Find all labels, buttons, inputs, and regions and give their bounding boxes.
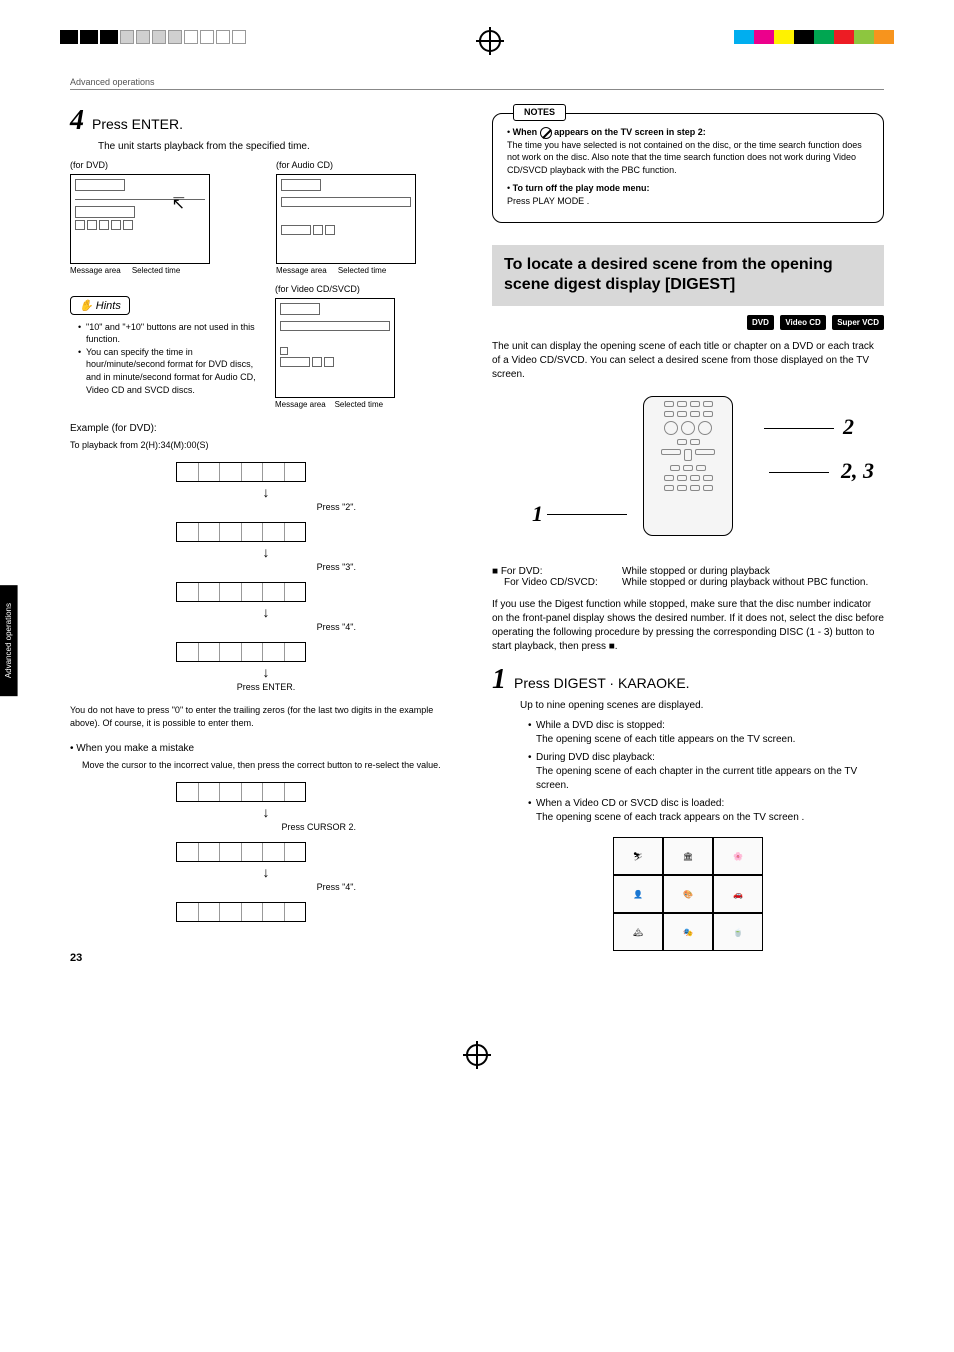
step-title-1: Press DIGEST · KARAOKE. (514, 675, 690, 691)
note-body: Press PLAY MODE . (507, 196, 589, 206)
right-column: NOTES • When appears on the TV screen in… (492, 105, 884, 964)
note-bold: When appears on the TV screen in step 2: (513, 127, 706, 137)
notes-box: NOTES • When appears on the TV screen in… (492, 113, 884, 223)
registration-target-icon (479, 30, 501, 52)
side-tab: Advanced operations (0, 585, 18, 696)
mode-dvd-label: ■ For DVD: (492, 566, 622, 577)
press-label: Press "3". (176, 562, 356, 572)
msg-area-caption: Message area (70, 266, 121, 275)
diagram-row: (for DVD) ↸ Message area Selected time (… (70, 160, 462, 276)
press-label: Press "2". (176, 502, 356, 512)
mistake-sequence: ↓Press CURSOR 2. ↓Press "4". (176, 782, 356, 922)
digest-note: If you use the Digest function while sto… (492, 598, 884, 654)
mistake-heading: • When you make a mistake (70, 743, 462, 754)
scene-thumbnails: ⛷🏛🌸 👤🎨🚗 🏔🎭🍵 (613, 837, 763, 951)
list-item: While a DVD disc is stopped:The opening … (528, 719, 884, 747)
step-body-1: Up to nine opening scenes are displayed. (520, 700, 884, 711)
reg-left-blocks (60, 30, 246, 52)
callout-1: 1 (532, 501, 543, 527)
hint-item: You can specify the time in hour/minute/… (78, 346, 257, 396)
press-label: Press "4". (176, 882, 356, 892)
list-item: During DVD disc playback:The opening sce… (528, 751, 884, 793)
hints-list: "10" and "+10" buttons are not used in t… (70, 321, 257, 397)
audio-screen-diagram (276, 174, 416, 264)
step-number-4: 4 (70, 105, 84, 137)
badge-svcd: Super VCD (832, 315, 884, 330)
remote-diagram (643, 396, 733, 536)
press-label: Press CURSOR 2. (176, 822, 356, 832)
example-heading: Example (for DVD): (70, 423, 462, 434)
digest-bullets: While a DVD disc is stopped:The opening … (520, 719, 884, 825)
callout-23: 2, 3 (841, 458, 874, 484)
hint-item: "10" and "+10" buttons are not used in t… (78, 321, 257, 346)
hints-badge: ✋ Hints (70, 296, 130, 315)
press-label: Press ENTER. (176, 682, 356, 692)
dvd-screen-diagram: ↸ (70, 174, 210, 264)
left-column: Advanced operations 4 Press ENTER. The u… (70, 105, 462, 964)
sel-time-caption: Selected time (132, 266, 180, 275)
note-body: The time you have selected is not contai… (507, 140, 862, 175)
diagram-label-dvd: (for DVD) (70, 160, 256, 170)
step-title-4: Press ENTER. (92, 116, 183, 132)
mode-table: ■ For DVD:While stopped or during playba… (492, 566, 884, 588)
time-entry-sequence: ↓Press "2". ↓Press "3". ↓Press "4". ↓Pre… (176, 462, 356, 692)
registration-marks-top (0, 0, 954, 62)
callout-2: 2 (843, 414, 854, 440)
list-item: When a Video CD or SVCD disc is loaded:T… (528, 797, 884, 825)
step-number-1: 1 (492, 664, 506, 696)
mode-vcd-val: While stopped or during playback without… (622, 577, 884, 588)
disc-badges: DVD Video CD Super VCD (492, 312, 884, 330)
diagram-label-video: (for Video CD/SVCD) (275, 284, 462, 294)
notes-tab: NOTES (513, 104, 566, 121)
section-header: To locate a desired scene from the openi… (492, 245, 884, 307)
mode-dvd-val: While stopped or during playback (622, 566, 884, 577)
page-number: 23 (70, 952, 462, 964)
registration-mark-bottom (0, 1044, 954, 1066)
mode-vcd-label: For Video CD/SVCD: (492, 577, 622, 588)
diagram-label-audio: (for Audio CD) (276, 160, 462, 170)
badge-vcd: Video CD (780, 315, 825, 330)
mistake-body: Move the cursor to the incorrect value, … (82, 760, 462, 770)
breadcrumb: Advanced operations (70, 77, 884, 90)
trailing-zeros-note: You do not have to press "0" to enter th… (70, 704, 462, 729)
badge-dvd: DVD (747, 315, 774, 330)
press-label: Press "4". (176, 622, 356, 632)
example-sub: To playback from 2(H):34(M):00(S) (70, 440, 462, 450)
section-intro: The unit can display the opening scene o… (492, 340, 884, 382)
video-screen-diagram (275, 298, 395, 398)
note-bold: To turn off the play mode menu: (513, 183, 650, 193)
section-title: To locate a desired scene from the openi… (504, 255, 872, 297)
step-body-4: The unit starts playback from the specif… (98, 141, 462, 152)
reg-right-colors (734, 30, 894, 52)
